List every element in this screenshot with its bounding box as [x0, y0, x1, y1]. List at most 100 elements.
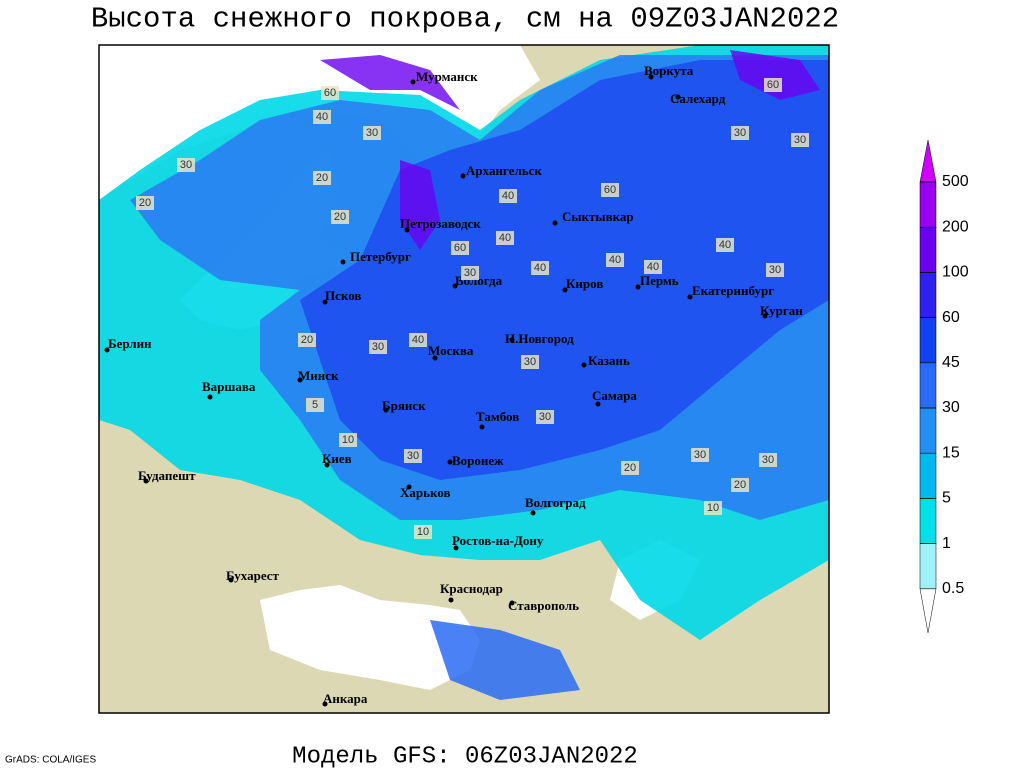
city-label: Киев: [322, 451, 352, 466]
city-label: Архангельск: [466, 163, 542, 178]
city-label: Ростов-на-Дону: [452, 533, 544, 548]
city-dot: [297, 377, 303, 383]
city-label: Псков: [325, 288, 361, 303]
contour-label: 40: [534, 262, 546, 274]
contour-label-box: [531, 261, 549, 275]
colorbar-swatch: [919, 317, 937, 364]
contour-label-box: [313, 171, 331, 185]
contour-label-box: [621, 461, 639, 475]
city-dot: [322, 701, 328, 707]
city-dot: [453, 545, 459, 551]
contour-label: 30: [524, 356, 536, 368]
colorbar-label: 1: [942, 535, 951, 552]
city-label: Волгоград: [525, 495, 586, 510]
city-dot: [432, 355, 438, 361]
contour-label: 30: [372, 341, 384, 353]
city-dot: [675, 94, 681, 100]
contour-label-box: [177, 158, 195, 172]
city-label: Анкара: [323, 691, 368, 706]
city-dot: [562, 287, 568, 293]
contour-label: 30: [694, 449, 706, 461]
city-label: Тамбов: [476, 409, 519, 424]
contour-label: 20: [316, 172, 328, 184]
city-label: Брянск: [382, 398, 426, 413]
colorbar-swatch: [919, 181, 937, 228]
contour-label-box: [716, 238, 734, 252]
contour-label-box: [461, 266, 479, 280]
city-label: Воронеж: [452, 453, 504, 468]
contour-label-box: [759, 453, 777, 467]
contour-label: 40: [499, 232, 511, 244]
contour-label: 20: [301, 334, 313, 346]
contour-label-box: [791, 133, 809, 147]
contour-label: 60: [604, 184, 616, 196]
contour-label-box: [414, 525, 432, 539]
snow-very-deep: [320, 55, 460, 110]
city-label: Воркута: [644, 63, 694, 78]
contour-label-box: [766, 263, 784, 277]
colorbar-bottom: [919, 588, 937, 633]
contour-label: 30: [464, 267, 476, 279]
city-label: Екатеринбург: [692, 283, 774, 298]
map: [98, 44, 830, 714]
contour-label: 5: [312, 399, 318, 411]
city-dot: [552, 220, 558, 226]
colorbar-swatch: [919, 272, 937, 318]
contour-label-box: [704, 501, 722, 515]
colorbar-label: 15: [942, 444, 960, 461]
contour-label-box: [298, 333, 316, 347]
city-dot: [322, 299, 328, 305]
city-dot: [228, 577, 234, 583]
contour-label-box: [409, 333, 427, 347]
colorbar-top: [919, 139, 937, 183]
contour-label-box: [499, 189, 517, 203]
city-dot: [479, 424, 485, 430]
contour-label-box: [536, 410, 554, 424]
city-label: Н.Новгород: [505, 331, 574, 346]
contour-label-box: [321, 86, 339, 100]
snow-very-deep: [400, 160, 440, 250]
contour-label: 40: [412, 334, 424, 346]
city-dot: [447, 459, 453, 465]
snow-very-deep: [730, 50, 820, 100]
colorbar-label: 5: [942, 490, 951, 507]
city-label: Салехард: [670, 91, 726, 106]
colorbar-label: 0.5: [942, 580, 964, 597]
contour-label: 30: [769, 264, 781, 276]
colorbar-swatch: [919, 543, 937, 590]
contour-label-box: [451, 241, 469, 255]
city-dot: [452, 283, 458, 289]
contour-label-box: [731, 478, 749, 492]
contour-label: 40: [609, 254, 621, 266]
city-label: Москва: [428, 343, 474, 358]
contour-label-box: [731, 126, 749, 140]
contour-label: 30: [539, 411, 551, 423]
contour-label-box: [601, 183, 619, 197]
city-label: Киров: [566, 276, 603, 291]
contour-label-box: [306, 398, 324, 412]
contour-label: 30: [366, 127, 378, 139]
title: Высота снежного покрова, см на 09Z03JAN2…: [91, 3, 839, 36]
city-label: Ставрополь: [508, 598, 579, 613]
colorbar-swatch: [919, 452, 937, 499]
credit: GrADS: COLA/IGES: [5, 755, 96, 766]
snow-deep: [300, 60, 829, 480]
city-dot: [406, 484, 412, 490]
city-label: Самара: [592, 388, 637, 403]
contour-label-box: [404, 449, 422, 463]
contour-label: 60: [454, 242, 466, 254]
contour-label-box: [764, 78, 782, 92]
black-sea: [260, 585, 480, 690]
contour-label: 40: [316, 111, 328, 123]
city-label: Казань: [588, 353, 630, 368]
city-dot: [340, 259, 346, 265]
city-dot: [207, 394, 213, 400]
contour-label: 30: [794, 134, 806, 146]
colorbar-label: 100: [942, 264, 969, 281]
city-dot: [383, 407, 389, 413]
city-dot: [460, 173, 466, 179]
city-dot: [324, 462, 330, 468]
contour-label: 60: [767, 79, 779, 91]
contour-label: 20: [734, 479, 746, 491]
